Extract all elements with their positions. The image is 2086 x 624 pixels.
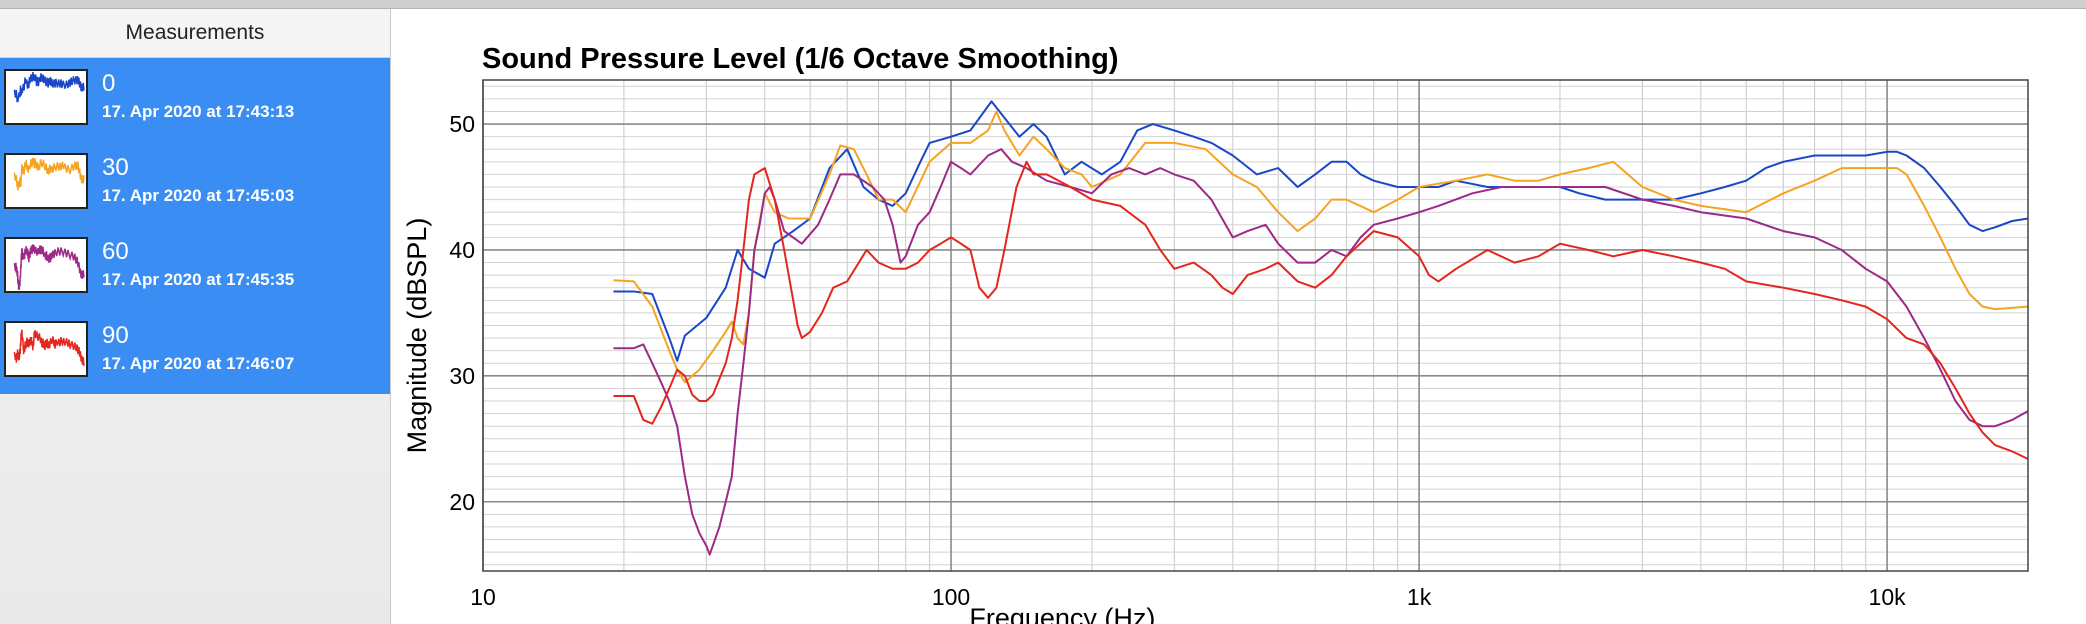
measurement-timestamp: 17. Apr 2020 at 17:46:07 (102, 354, 295, 373)
measurement-name: 30 (102, 154, 129, 181)
measurement-item-0[interactable]: 0 17. Apr 2020 at 17:43:13 (0, 58, 390, 142)
x-tick-label: 1k (1407, 584, 1432, 610)
measurement-thumbnail-30 (4, 153, 88, 209)
measurement-item-30[interactable]: 30 17. Apr 2020 at 17:45:03 (0, 142, 390, 226)
measurement-name: 0 (102, 70, 116, 97)
chart-panel: Sound Pressure Level (1/6 Octave Smoothi… (391, 9, 2086, 624)
series-line-0 (613, 100, 2029, 362)
y-tick-label: 30 (449, 363, 475, 389)
plot-border (482, 79, 2029, 572)
measurement-list: 0 17. Apr 2020 at 17:43:13 30 17. Apr 20… (0, 58, 390, 394)
series-layer (613, 100, 2029, 556)
y-tick-label: 50 (449, 111, 475, 137)
minor-grid (483, 80, 2029, 571)
x-axis-label: Frequency (Hz) (969, 603, 1155, 624)
measurement-thumbnail-90 (4, 321, 88, 377)
y-tick-label: 40 (449, 237, 475, 263)
x-tick-label: 100 (932, 584, 970, 610)
y-axis-label: Magnitude (dBSPL) (402, 218, 432, 454)
measurement-timestamp: 17. Apr 2020 at 17:43:13 (102, 102, 295, 121)
thumbnail-waveform-60 (13, 244, 85, 291)
window-top-bar (0, 0, 2086, 9)
measurements-header: Measurements (0, 9, 390, 58)
measurement-thumbnail-0 (4, 69, 88, 125)
thumbnail-waveform-90 (13, 329, 85, 367)
x-tick-label: 10 (470, 584, 496, 610)
measurement-timestamp: 17. Apr 2020 at 17:45:35 (102, 270, 295, 289)
measurement-thumbnail-60 (4, 237, 88, 293)
measurement-item-90[interactable]: 90 17. Apr 2020 at 17:46:07 (0, 310, 390, 394)
y-tick-label: 20 (449, 489, 475, 515)
series-line-30 (613, 110, 2029, 384)
x-tick-label: 10k (1869, 584, 1907, 610)
measurement-name: 60 (102, 238, 129, 265)
measurement-timestamp: 17. Apr 2020 at 17:45:03 (102, 186, 295, 205)
x-tick-labels: 10 100 1k 10k (470, 584, 1906, 610)
measurements-sidebar: Measurements 0 17. Apr 2020 at 17:43:13 … (0, 9, 391, 624)
measurement-item-60[interactable]: 60 17. Apr 2020 at 17:45:35 (0, 226, 390, 310)
series-line-90 (613, 160, 2029, 460)
spl-chart: Sound Pressure Level (1/6 Octave Smoothi… (402, 43, 2029, 624)
y-tick-labels: 20 30 40 50 (449, 111, 475, 515)
series-line-60 (613, 148, 2029, 556)
measurement-name: 90 (102, 322, 129, 349)
thumbnail-waveform-30 (13, 157, 85, 191)
chart-title: Sound Pressure Level (1/6 Octave Smoothi… (482, 43, 1119, 75)
thumbnail-waveform-0 (13, 71, 85, 103)
